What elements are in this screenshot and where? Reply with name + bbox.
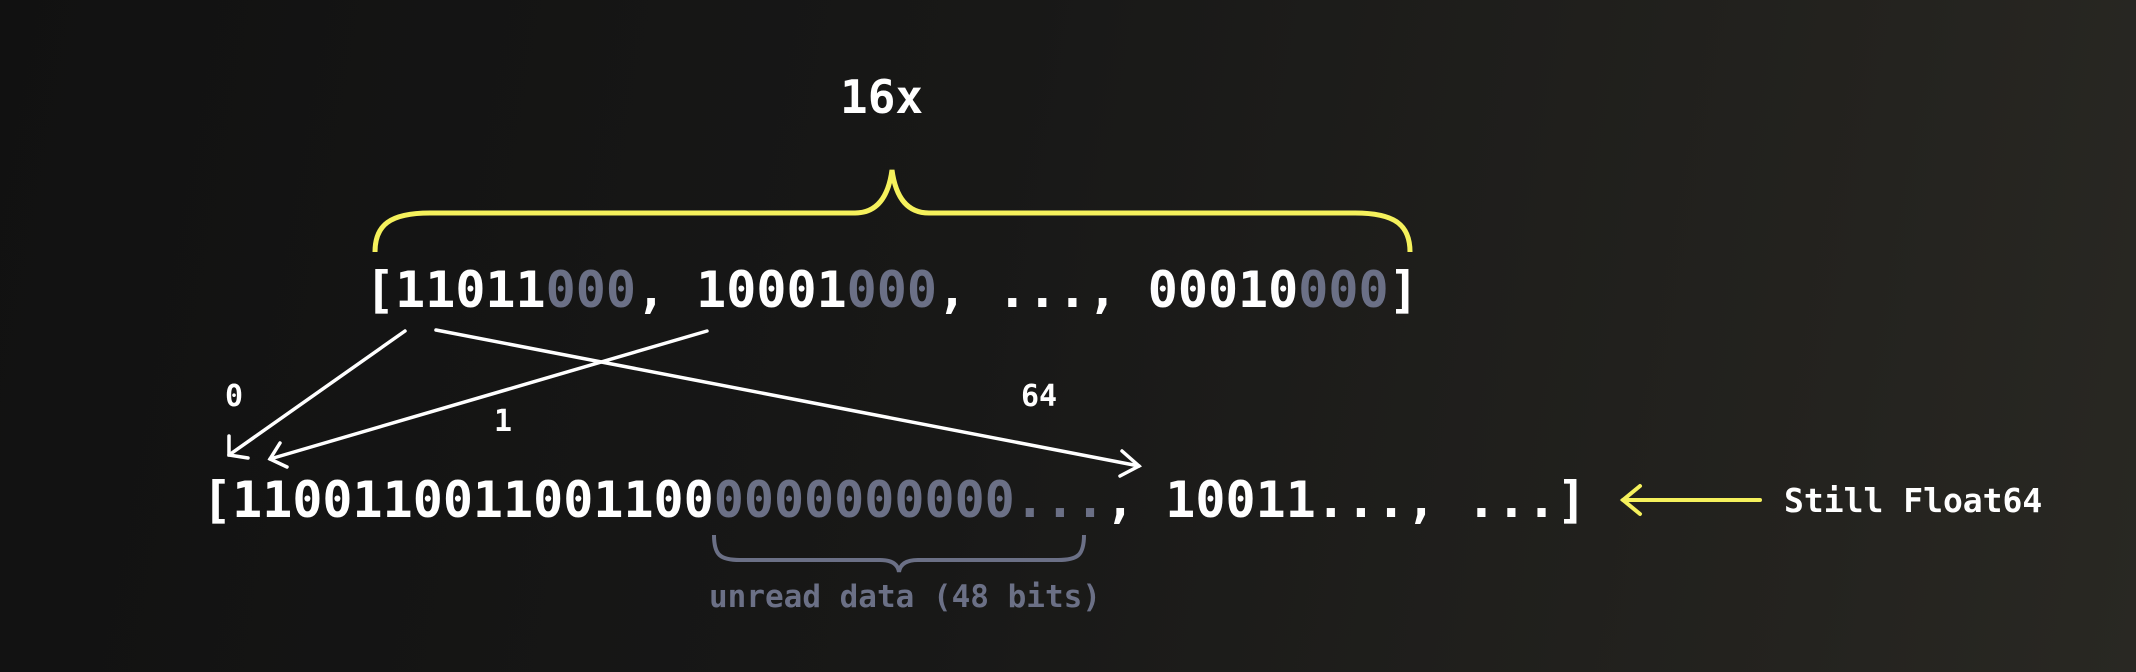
byte-unread: 000 <box>846 261 937 319</box>
byte-read: 00010 <box>1147 261 1299 319</box>
separator: , <box>936 261 998 319</box>
unread-bits: 0000000000... <box>713 471 1106 529</box>
yellow-brace <box>372 169 1413 253</box>
gray-brace <box>712 534 1086 573</box>
byte-read: 11011 <box>395 261 546 319</box>
byte-unread: 000 <box>545 261 636 319</box>
arrow-head-0 <box>227 434 250 460</box>
byte-unread: 000 <box>1298 261 1389 319</box>
index-label-64: 64 <box>1021 379 1058 414</box>
separator: , <box>635 261 697 319</box>
byte-read: 10001 <box>696 261 847 319</box>
unread-label: unread data (48 bits) <box>709 579 1101 615</box>
bracket-open: [ <box>365 261 396 319</box>
index-label-0: 0 <box>225 379 244 414</box>
arrow-head-64 <box>1118 449 1143 478</box>
type-label: Still Float64 <box>1784 481 2043 520</box>
bottom-array: [11001100110011000000000000..., 10011...… <box>202 475 1587 525</box>
read-bits: 1100110011001100 <box>232 471 714 529</box>
yellow-arrow-head <box>1619 484 1642 516</box>
multiplier-label: 16x <box>840 70 924 124</box>
arrow-head-1 <box>267 441 289 469</box>
arrow-index-64 <box>434 328 1141 468</box>
bracket-open: [ <box>202 471 233 529</box>
index-label-1: 1 <box>494 404 513 439</box>
ellipsis: ... <box>997 261 1088 319</box>
rest: , 10011..., ... <box>1105 471 1557 529</box>
separator: , <box>1087 261 1148 319</box>
arrow-index-1 <box>268 329 709 461</box>
arrow-index-0 <box>227 329 407 457</box>
bracket-close: ] <box>1388 261 1419 319</box>
top-array: [11011000, 10001000, ..., 00010000] <box>365 265 1419 315</box>
bracket-close: ] <box>1556 471 1587 529</box>
